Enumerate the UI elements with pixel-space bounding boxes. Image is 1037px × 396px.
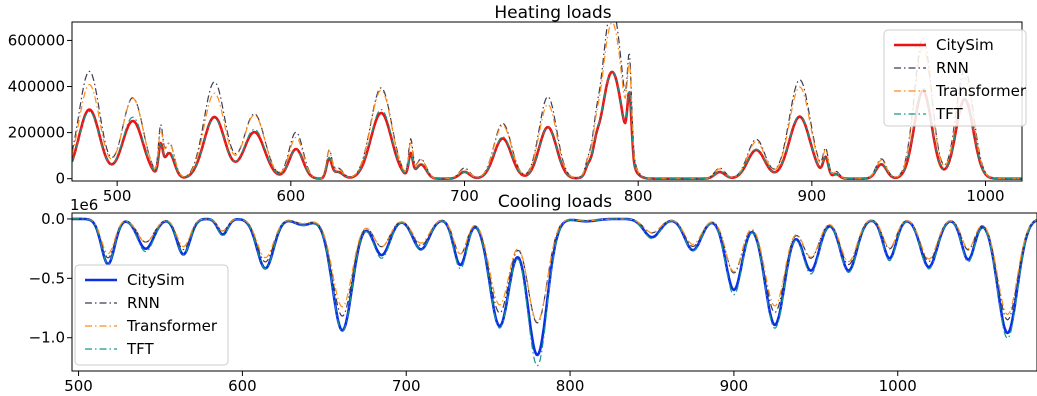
cooling-xtick-label: 900 [720, 377, 749, 395]
heating-ytick-label: 0 [55, 170, 65, 188]
cooling-series-tft [72, 218, 1037, 367]
heating-legend: CitySim RNN Transformer TFT [883, 29, 1027, 127]
heating-axes-frame [71, 21, 1023, 182]
heating-legend-label-rnn: RNN [936, 59, 969, 77]
heating-xtick-label: 1000 [966, 187, 1004, 205]
heating-ytick-label: 600000 [8, 31, 65, 49]
cooling-series-transformer [72, 218, 1037, 323]
heating-legend-label-tft: TFT [935, 105, 964, 123]
heating-ytick-label: 200000 [8, 124, 65, 142]
heating-legend-box [883, 29, 1027, 127]
cooling-legend-label-rnn: RNN [127, 294, 160, 312]
cooling-legend-label-citysim: CitySim [127, 271, 185, 289]
cooling-legend-box [74, 264, 229, 366]
heating-series-transformer [72, 22, 1022, 180]
cooling-xtick-label: 1000 [879, 377, 917, 395]
cooling-legend-label-transformer: Transformer [126, 317, 218, 335]
cooling-xtick-label: 600 [228, 377, 257, 395]
cooling-series-layer [72, 217, 1037, 367]
heating-legend-label-transformer: Transformer [935, 82, 1027, 100]
cooling-legend: CitySim RNN Transformer TFT [74, 264, 229, 366]
heating-title: Heating loads [494, 3, 611, 23]
heating-xtick-label: 900 [798, 187, 827, 205]
heating-xtick-label: 500 [103, 187, 132, 205]
cooling-xtick-label: 700 [392, 377, 421, 395]
cooling-ticks: 500 600 700 800 900 1000 −1.0 −0.5 0.0 [29, 210, 917, 395]
heating-panel: Heating loads 500 600 700 800 900 1000 0 200000… [8, 3, 1027, 205]
cooling-ytick-label: 0.0 [41, 210, 65, 228]
heating-xtick-label: 600 [277, 187, 306, 205]
cooling-axes-frame [71, 212, 1037, 372]
cooling-xtick-label: 500 [64, 377, 93, 395]
cooling-legend-label-tft: TFT [126, 340, 155, 358]
heating-xtick-label: 700 [450, 187, 479, 205]
heating-series-citysim [72, 70, 1022, 180]
cooling-offset-text: 1e6 [70, 196, 98, 214]
heating-ytick-label: 400000 [8, 78, 65, 96]
heating-series-layer [72, 22, 1022, 180]
cooling-panel: 1e6 Cooling loads 500 600 700 800 900 1000 −1.… [29, 192, 1037, 395]
cooling-ytick-label: −1.0 [29, 329, 65, 347]
cooling-xtick-label: 800 [556, 377, 585, 395]
heating-xtick-label: 800 [624, 187, 653, 205]
heating-ticks: 500 600 700 800 900 1000 0 200000 400000 600000 [8, 31, 1005, 205]
heating-legend-label-citysim: CitySim [936, 36, 994, 54]
cooling-title: Cooling loads [498, 192, 612, 212]
cooling-ytick-label: −0.5 [29, 269, 65, 287]
heating-series-tft [72, 70, 1022, 180]
